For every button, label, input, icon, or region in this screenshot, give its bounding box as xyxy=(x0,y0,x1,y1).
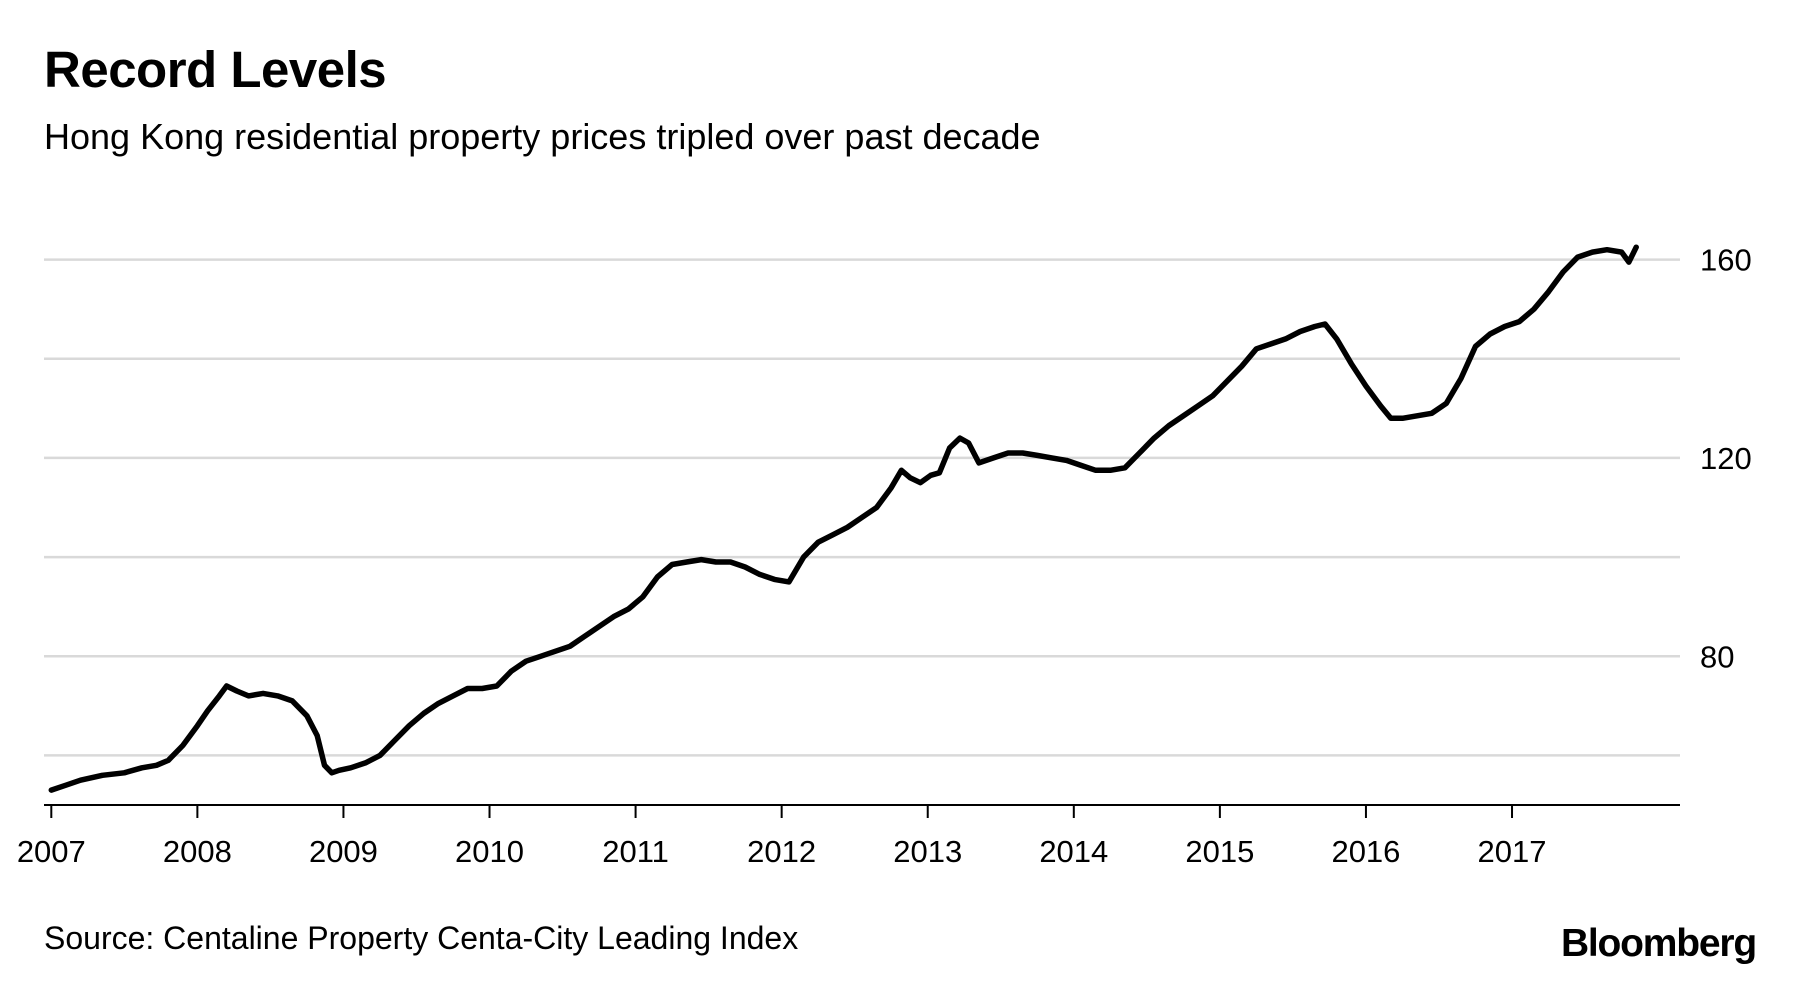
chart-subtitle: Hong Kong residential property prices tr… xyxy=(44,116,1041,157)
y-tick-label: 80 xyxy=(1700,639,1734,674)
x-tick-label: 2016 xyxy=(1331,834,1400,869)
y-tick-label: 120 xyxy=(1700,441,1752,476)
x-tick-label: 2015 xyxy=(1185,834,1254,869)
chart-title: Record Levels xyxy=(44,41,387,98)
x-axis xyxy=(44,804,1680,818)
x-tick-label: 2011 xyxy=(602,834,669,869)
y-tick-label: 160 xyxy=(1700,243,1752,278)
x-tick-label: 2013 xyxy=(893,834,962,869)
series-layer xyxy=(48,244,1639,793)
x-tick-label: 2012 xyxy=(747,834,816,869)
gridlines xyxy=(44,258,1680,757)
bloomberg-logo: Bloomberg xyxy=(1560,922,1757,965)
series-line-0 xyxy=(48,244,1639,793)
tick-labels: 80 120 160 2007 2008 2009 2010 2011 2012 2013 2014… xyxy=(17,243,1752,869)
source-note: Source: Centaline Property Centa-City Le… xyxy=(44,920,799,956)
x-tick-label: 2008 xyxy=(163,834,232,869)
x-tick-label: 2014 xyxy=(1039,834,1108,869)
x-tick-label: 2009 xyxy=(309,834,378,869)
x-tick-label: 2017 xyxy=(1478,834,1547,869)
x-tick-label: 2010 xyxy=(455,834,524,869)
x-tick-label: 2007 xyxy=(17,834,86,869)
